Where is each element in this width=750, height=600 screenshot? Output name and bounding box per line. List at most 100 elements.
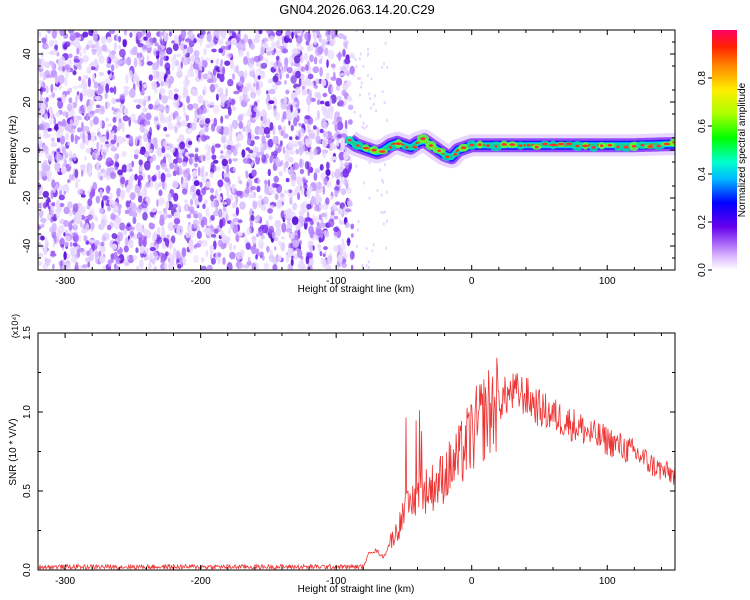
noise-blob xyxy=(337,254,343,264)
noise-blob xyxy=(271,49,276,56)
noise-blob xyxy=(82,125,90,132)
noise-blob xyxy=(354,58,357,62)
noise-blob xyxy=(210,199,217,208)
noise-blob xyxy=(168,240,173,250)
ridge-core xyxy=(494,145,498,148)
noise-blob xyxy=(269,257,273,262)
noise-blob xyxy=(299,73,305,81)
noise-blob xyxy=(239,201,246,210)
noise-blob xyxy=(285,254,290,263)
noise-blob xyxy=(205,249,209,258)
noise-blob xyxy=(219,218,224,229)
noise-blob xyxy=(339,162,345,167)
noise-blob xyxy=(74,181,79,189)
noise-blob xyxy=(90,66,96,71)
noise-blob xyxy=(128,238,134,248)
noise-blob xyxy=(65,91,71,95)
noise-blob xyxy=(52,263,55,270)
noise-blob xyxy=(372,243,375,247)
noise-blob xyxy=(133,75,140,83)
noise-blob xyxy=(298,77,302,87)
ridge-core xyxy=(616,145,620,149)
noise-blob xyxy=(380,210,383,214)
noise-blob xyxy=(193,213,199,219)
noise-blob xyxy=(146,54,150,63)
noise-blob xyxy=(271,151,274,157)
noise-blob xyxy=(159,71,165,78)
noise-blob xyxy=(166,47,173,55)
noise-blob xyxy=(118,253,125,264)
noise-blob xyxy=(177,264,182,269)
noise-blob xyxy=(105,55,109,63)
noise-blob xyxy=(40,170,47,177)
noise-blob xyxy=(295,185,301,193)
noise-blob xyxy=(210,257,216,265)
noise-blob xyxy=(215,165,221,172)
noise-blob xyxy=(231,106,237,112)
noise-blob xyxy=(336,179,340,186)
noise-blob xyxy=(358,93,361,97)
noise-blob xyxy=(116,153,120,159)
noise-blob xyxy=(285,30,291,39)
noise-blob xyxy=(249,70,256,78)
noise-blob xyxy=(153,214,157,221)
noise-blob xyxy=(89,100,95,106)
noise-blob xyxy=(314,168,321,174)
spectrogram-x-ticks: -300 -200 -100 0 100 xyxy=(37,30,662,287)
noise-blob xyxy=(61,146,66,155)
noise-blob xyxy=(117,169,123,176)
noise-blob xyxy=(259,251,265,256)
noise-blob xyxy=(165,55,169,61)
y-tick-label: 0.0 xyxy=(22,563,33,577)
noise-blob xyxy=(345,222,350,228)
noise-blob xyxy=(345,71,351,77)
spectrogram-y-label: Frequency (Hz) xyxy=(8,116,19,185)
noise-blob xyxy=(230,220,234,230)
noise-blob xyxy=(293,117,298,127)
noise-blob xyxy=(212,68,217,77)
noise-blob xyxy=(85,44,90,50)
noise-blob xyxy=(223,172,230,178)
noise-blob xyxy=(237,80,243,87)
noise-blob xyxy=(316,182,323,191)
noise-blob xyxy=(102,148,109,153)
noise-blob xyxy=(216,125,222,134)
noise-blob xyxy=(205,227,212,236)
noise-blob xyxy=(305,190,312,197)
ridge-core xyxy=(453,153,457,156)
noise-blob xyxy=(77,127,83,133)
noise-blob xyxy=(192,219,199,229)
noise-blob xyxy=(228,242,232,250)
noise-blob xyxy=(148,262,152,270)
noise-blob xyxy=(79,92,83,102)
noise-blob xyxy=(99,119,103,128)
noise-blob xyxy=(317,46,324,55)
noise-blob xyxy=(220,45,226,50)
noise-blob xyxy=(136,31,143,39)
noise-blob xyxy=(42,190,49,198)
noise-blob xyxy=(222,66,226,76)
noise-blob xyxy=(271,231,277,239)
noise-blob xyxy=(252,82,256,88)
noise-blob xyxy=(109,192,113,200)
noise-blob xyxy=(283,209,289,216)
snr-x-ticks: -300 -200 -100 0 100 xyxy=(37,333,662,587)
noise-blob xyxy=(224,45,231,51)
noise-blob xyxy=(285,73,290,79)
noise-blob xyxy=(246,227,252,235)
noise-blob xyxy=(209,244,214,251)
noise-blob xyxy=(146,247,149,254)
noise-blob xyxy=(87,132,92,141)
noise-blob xyxy=(111,243,118,250)
noise-blob xyxy=(141,200,148,209)
noise-blob xyxy=(175,249,180,260)
y-tick-label: -20 xyxy=(22,190,33,205)
noise-blob xyxy=(305,138,309,147)
noise-blob xyxy=(386,118,389,123)
noise-blob xyxy=(74,134,78,145)
noise-blob xyxy=(368,196,371,200)
colorbar-tick-label: 0.2 xyxy=(697,215,708,229)
noise-blob xyxy=(156,199,159,207)
noise-blob xyxy=(113,42,118,51)
noise-blob xyxy=(85,222,90,233)
